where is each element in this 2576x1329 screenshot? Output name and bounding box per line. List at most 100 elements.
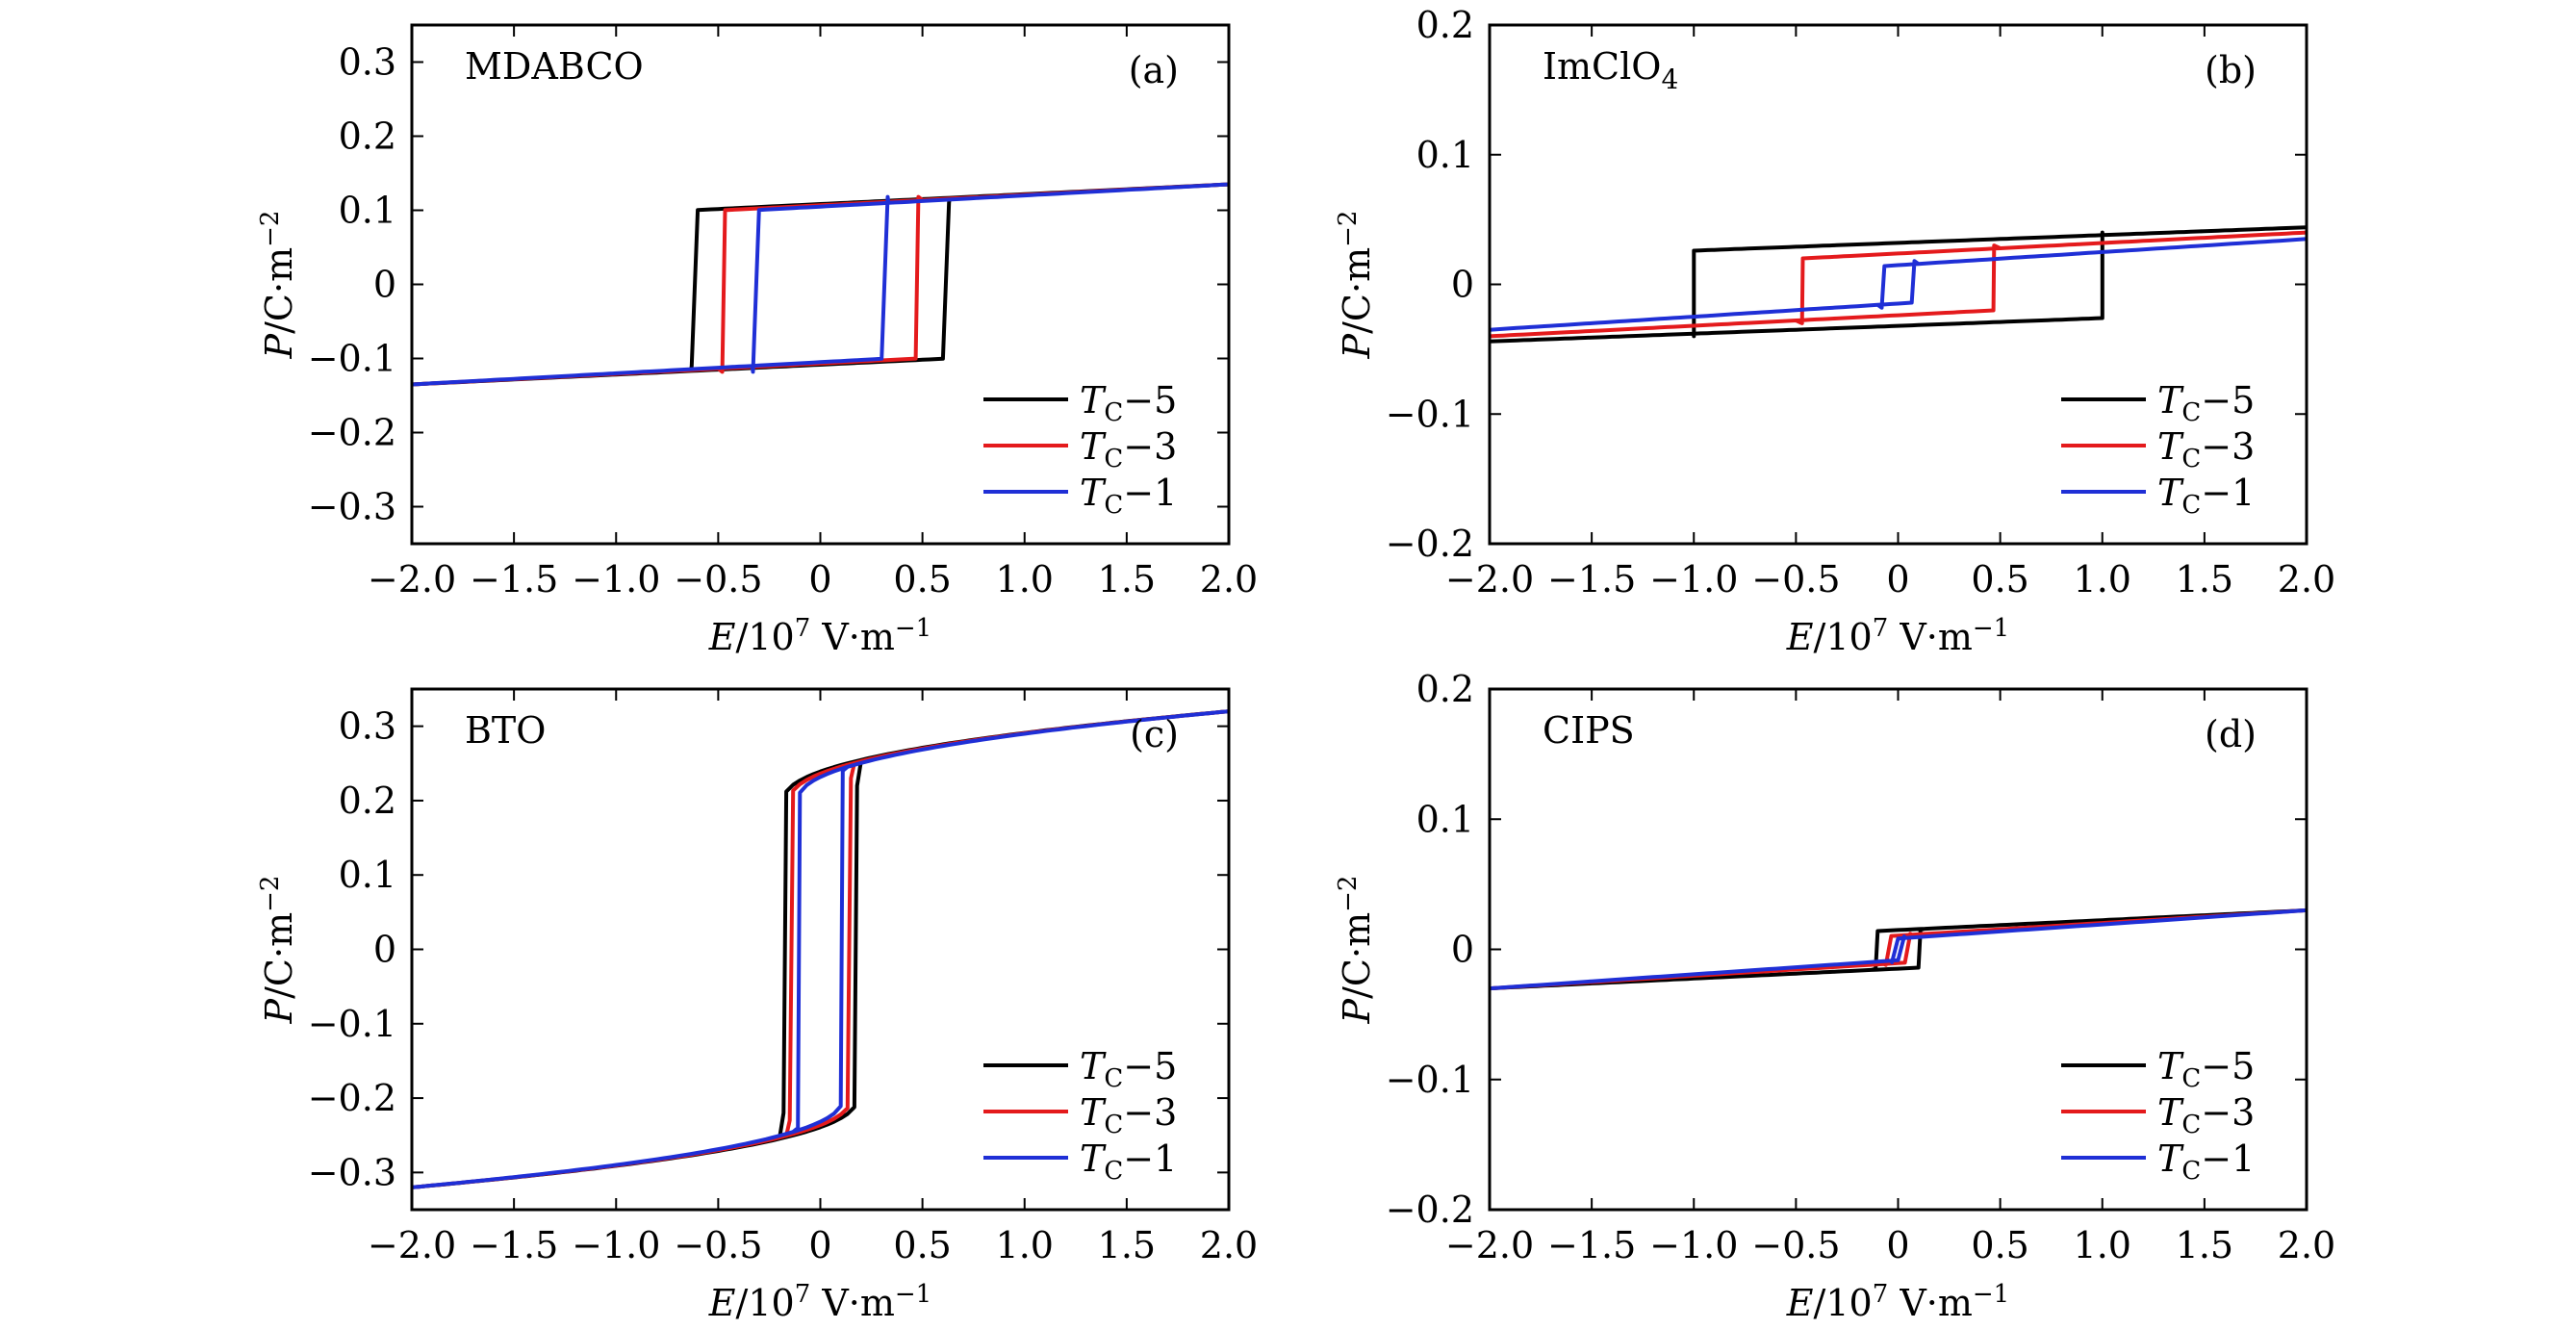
legend-label-TC−1: TC−1 xyxy=(1080,1137,1177,1186)
x-tick-label: 2.0 xyxy=(1200,558,1258,601)
legend-subscript: C xyxy=(1104,491,1123,520)
x-tick-label: −2.0 xyxy=(368,558,456,601)
legend-label-TC−3: TC−3 xyxy=(1080,1091,1177,1139)
legend-subscript: C xyxy=(2181,1064,2201,1093)
legend-label-TC−3: TC−3 xyxy=(2157,1091,2255,1139)
y-axis-label-symbol: P xyxy=(1336,332,1378,359)
y-tick-label: 0.1 xyxy=(339,190,396,232)
legend-label-TC−5: TC−5 xyxy=(1080,1045,1177,1093)
legend-label-TC−3: TC−3 xyxy=(1080,425,1177,473)
panel-label: (c) xyxy=(1130,713,1179,755)
legend-subscript: C xyxy=(2181,445,2201,473)
x-axis-label-unit-exp: −1 xyxy=(1973,614,2009,643)
legend-subscript: C xyxy=(2181,398,2201,427)
x-axis-label-exp: 7 xyxy=(1873,614,1889,643)
legend-label-TC−1: TC−1 xyxy=(2157,1137,2255,1186)
series-line-TC−1 xyxy=(412,709,1229,1189)
x-tick-label: −0.5 xyxy=(674,558,762,601)
x-tick-label: −1.5 xyxy=(470,558,558,601)
y-tick-label: −0.2 xyxy=(308,1077,396,1119)
x-axis-label: E/107 V·m−1 xyxy=(1786,614,2009,658)
x-tick-label: −2.0 xyxy=(1445,1224,1534,1266)
y-tick-label: −0.3 xyxy=(308,486,396,528)
legend-symbol: T xyxy=(2157,1045,2184,1087)
legend-suffix: −5 xyxy=(1123,379,1177,422)
legend-subscript: C xyxy=(2181,1111,2201,1139)
y-axis-label-exp: −2 xyxy=(1334,876,1363,912)
material-label: ImClO4 xyxy=(1543,45,1678,95)
series-line-TC−5 xyxy=(1490,225,2307,344)
plot-frame xyxy=(1488,687,2308,1212)
material-subscript: 4 xyxy=(1661,64,1678,95)
y-tick-label: 0.3 xyxy=(339,705,396,748)
y-axis-label-exp: −2 xyxy=(1334,211,1363,247)
panel-d: −2.0 −1.5 −1.0 −0.5 0 0.5 1.0 1.5 2.0 −0.2 −0.1 0 0.… xyxy=(1334,668,2335,1324)
x-axis-label-main: /10 xyxy=(736,1282,795,1324)
x-axis-label: E/107 V·m−1 xyxy=(708,614,931,658)
y-axis-label: P/C·m−2 xyxy=(256,876,300,1025)
legend-suffix: −3 xyxy=(2201,1091,2255,1134)
x-tick-label: −1.5 xyxy=(470,1224,558,1266)
legend-suffix: −3 xyxy=(1123,1091,1177,1134)
x-axis-label-main: /10 xyxy=(1814,1282,1873,1324)
material-label: BTO xyxy=(465,709,546,752)
x-tick-label: −2.0 xyxy=(368,1224,456,1266)
x-axis-label: E/107 V·m−1 xyxy=(708,1280,931,1324)
x-tick-label: 0 xyxy=(808,1224,831,1266)
legend-symbol: T xyxy=(1080,472,1107,514)
legend-label-TC−1: TC−1 xyxy=(1080,472,1177,520)
x-tick-label: 1.0 xyxy=(996,1224,1054,1266)
legend-suffix: −1 xyxy=(2201,1137,2255,1180)
plot-frame xyxy=(410,23,1231,546)
x-tick-label: 1.5 xyxy=(2176,558,2233,601)
y-tick-label: −0.2 xyxy=(1386,1188,1474,1231)
legend-label-TC−1: TC−1 xyxy=(2157,472,2255,520)
y-tick-label: 0.1 xyxy=(1416,134,1474,176)
y-tick-label: −0.3 xyxy=(308,1151,396,1193)
series-line-TC−3 xyxy=(1490,230,2307,339)
x-axis-label: E/107 V·m−1 xyxy=(1786,1280,2009,1324)
legend-symbol: T xyxy=(1080,379,1107,422)
legend-subscript: C xyxy=(1104,445,1123,473)
x-tick-label: −1.5 xyxy=(1547,558,1636,601)
x-tick-label: −1.0 xyxy=(572,558,660,601)
plot-frame xyxy=(410,687,1231,1212)
x-tick-label: −1.0 xyxy=(1649,558,1738,601)
y-tick-label: 0 xyxy=(1451,264,1474,306)
legend-symbol: T xyxy=(2157,1091,2184,1134)
legend-subscript: C xyxy=(1104,1064,1123,1093)
x-axis-label-main: /10 xyxy=(736,616,795,658)
y-axis-label-main: /C·m xyxy=(1336,912,1378,999)
x-axis-label-unit: V·m xyxy=(1888,1282,1973,1324)
x-tick-label: 2.0 xyxy=(1200,1224,1258,1266)
x-axis-label-unit: V·m xyxy=(1888,616,1973,658)
x-tick-label: 2.0 xyxy=(2278,558,2335,601)
x-tick-label: 1.5 xyxy=(1098,558,1156,601)
x-tick-label: 0.5 xyxy=(1971,1224,2028,1266)
x-tick-label: 1.0 xyxy=(2074,558,2131,601)
legend-symbol: T xyxy=(1080,1137,1107,1180)
x-tick-label: −1.0 xyxy=(572,1224,660,1266)
legend-symbol: T xyxy=(1080,1045,1107,1087)
legend-label-TC−5: TC−5 xyxy=(2157,1045,2255,1093)
x-tick-label: −2.0 xyxy=(1445,558,1534,601)
legend-subscript: C xyxy=(2181,1157,2201,1186)
panel-label: (a) xyxy=(1129,49,1179,91)
legend-suffix: −1 xyxy=(2201,472,2255,514)
x-tick-label: 0 xyxy=(1886,1224,1909,1266)
legend-subscript: C xyxy=(1104,1157,1123,1186)
legend-label-TC−5: TC−5 xyxy=(2157,379,2255,427)
legend-symbol: T xyxy=(2157,1137,2184,1180)
y-tick-label: 0.2 xyxy=(1416,4,1474,46)
x-axis-label-unit: V·m xyxy=(810,1282,895,1324)
x-tick-label: 0.5 xyxy=(1971,558,2028,601)
y-axis-label-main: /C·m xyxy=(258,912,300,999)
y-tick-label: −0.2 xyxy=(308,412,396,454)
x-axis-label-exp: 7 xyxy=(795,614,811,643)
panel-label: (d) xyxy=(2205,713,2257,755)
y-axis-label: P/C·m−2 xyxy=(1334,211,1378,360)
y-tick-label: 0.1 xyxy=(1416,798,1474,840)
y-tick-label: 0 xyxy=(373,264,396,306)
x-tick-label: −0.5 xyxy=(1751,558,1840,601)
x-tick-label: 0.5 xyxy=(893,1224,951,1266)
